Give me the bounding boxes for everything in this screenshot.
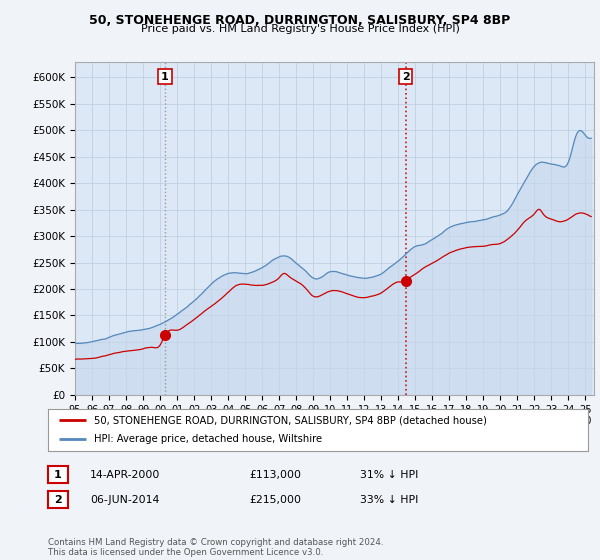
Text: £215,000: £215,000 (249, 494, 301, 505)
Text: 1: 1 (54, 470, 62, 480)
Text: 2: 2 (402, 72, 410, 82)
Text: 50, STONEHENGE ROAD, DURRINGTON, SALISBURY, SP4 8BP: 50, STONEHENGE ROAD, DURRINGTON, SALISBU… (89, 14, 511, 27)
Text: 50, STONEHENGE ROAD, DURRINGTON, SALISBURY, SP4 8BP (detached house): 50, STONEHENGE ROAD, DURRINGTON, SALISBU… (94, 415, 487, 425)
Text: 33% ↓ HPI: 33% ↓ HPI (360, 494, 418, 505)
Text: £113,000: £113,000 (249, 470, 301, 480)
Text: 31% ↓ HPI: 31% ↓ HPI (360, 470, 418, 480)
Text: 14-APR-2000: 14-APR-2000 (90, 470, 160, 480)
Text: 1: 1 (161, 72, 169, 82)
Text: 06-JUN-2014: 06-JUN-2014 (90, 494, 160, 505)
Text: Price paid vs. HM Land Registry's House Price Index (HPI): Price paid vs. HM Land Registry's House … (140, 24, 460, 34)
Text: HPI: Average price, detached house, Wiltshire: HPI: Average price, detached house, Wilt… (94, 435, 322, 445)
Text: 2: 2 (54, 494, 62, 505)
Text: Contains HM Land Registry data © Crown copyright and database right 2024.
This d: Contains HM Land Registry data © Crown c… (48, 538, 383, 557)
